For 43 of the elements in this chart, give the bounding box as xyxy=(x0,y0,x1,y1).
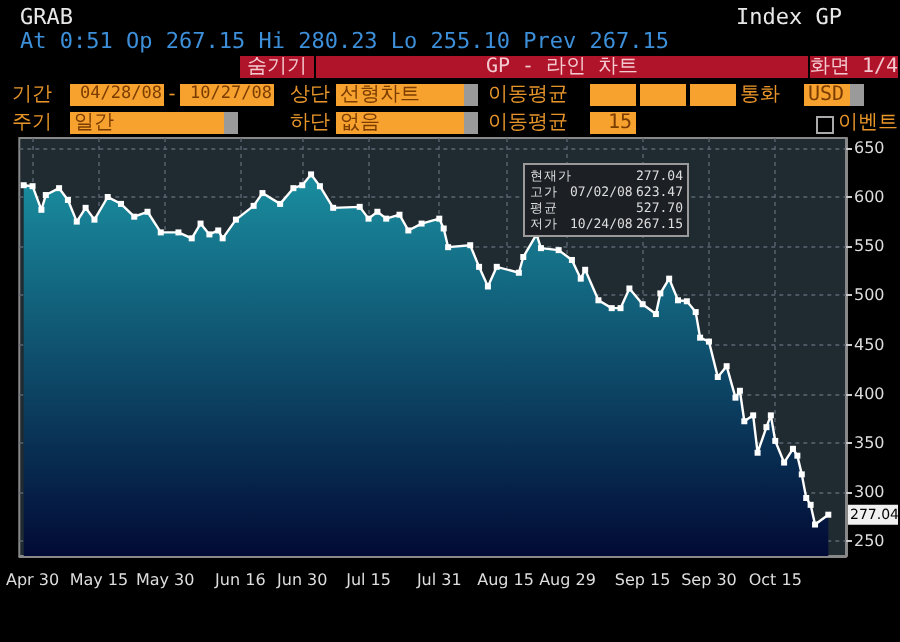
input-field: 일간 xyxy=(70,112,224,134)
x-tick-label: May 30 xyxy=(135,571,195,589)
y-tick-label: 500 xyxy=(854,286,885,305)
x-tick-label: Jul 15 xyxy=(344,571,391,589)
text: 이동평균 xyxy=(488,84,568,106)
x-tick-label: Apr 30 xyxy=(6,571,60,589)
x-tick-label: Aug 29 xyxy=(539,571,596,589)
text: 화면 1/4 xyxy=(810,56,899,78)
input-field: 없음 xyxy=(336,112,464,134)
text: 기간 xyxy=(12,84,52,106)
text: GRAB xyxy=(20,4,73,30)
y-tick-label: 250 xyxy=(854,532,885,551)
y-tick-label: 350 xyxy=(854,433,885,452)
text: 이벤트 xyxy=(836,112,898,134)
text: GP - 라인 차트 xyxy=(316,56,808,78)
text: - xyxy=(166,84,179,106)
x-tick-label: Jun 30 xyxy=(275,571,328,589)
y-tick-label: 600 xyxy=(854,188,885,207)
text: 주기 xyxy=(12,112,52,134)
x-tick-label: Jul 31 xyxy=(414,571,462,589)
x-tick-label: Sep 30 xyxy=(681,571,737,589)
input-field: 15 xyxy=(590,112,636,134)
y-tick-label: 300 xyxy=(854,483,885,502)
y-tick-label: 550 xyxy=(854,237,885,256)
x-tick-label: May 15 xyxy=(69,571,129,589)
text: At 0:51 Op 267.15 Hi 280.23 Lo 255.10 Prev 267.15 xyxy=(20,28,670,54)
x-tick-label: Jun 16 xyxy=(213,571,266,589)
input-field: USD xyxy=(804,84,850,106)
input-field: 04/28/08 xyxy=(70,84,164,106)
text: 하단 xyxy=(290,112,330,134)
x-tick-label: Oct 15 xyxy=(748,571,802,589)
y-tick-label: 400 xyxy=(854,384,885,403)
y-tick-label: 450 xyxy=(854,335,885,354)
y-tick-label: 650 xyxy=(854,138,885,157)
x-tick-label: Sep 15 xyxy=(614,571,671,589)
text: 상단 xyxy=(290,84,330,106)
input-field: 선형차트 xyxy=(336,84,464,106)
input-field: 10/27/08 xyxy=(180,84,274,106)
text: 이동평균 xyxy=(488,112,568,134)
text: 통화 xyxy=(740,84,780,106)
text: Index GP xyxy=(736,4,842,30)
x-tick-label: Aug 15 xyxy=(477,571,534,589)
text: 숨기기 xyxy=(240,56,314,78)
